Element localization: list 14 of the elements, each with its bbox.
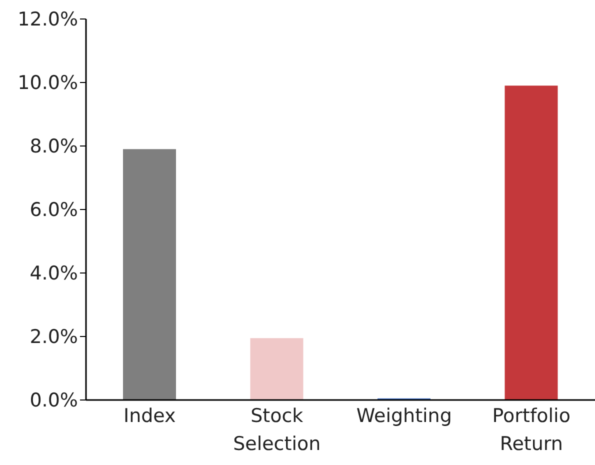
bar — [123, 149, 176, 400]
y-tick-label: 12.0% — [18, 8, 78, 31]
y-tick-label: 10.0% — [18, 72, 78, 94]
y-tick-label: 4.0% — [30, 262, 78, 285]
x-tick-label: Weighting — [356, 405, 452, 427]
y-tick-label: 0.0% — [30, 390, 78, 412]
y-tick-label: 6.0% — [30, 199, 78, 222]
x-tick-label: Portfolio Return — [492, 405, 570, 455]
bar — [250, 338, 304, 400]
y-tick-label: 2.0% — [30, 326, 78, 348]
y-tick-label: 8.0% — [30, 136, 78, 158]
x-tick-label: Index — [123, 405, 176, 427]
bar — [504, 86, 558, 400]
x-tick-label: Stock Selection — [233, 405, 321, 455]
